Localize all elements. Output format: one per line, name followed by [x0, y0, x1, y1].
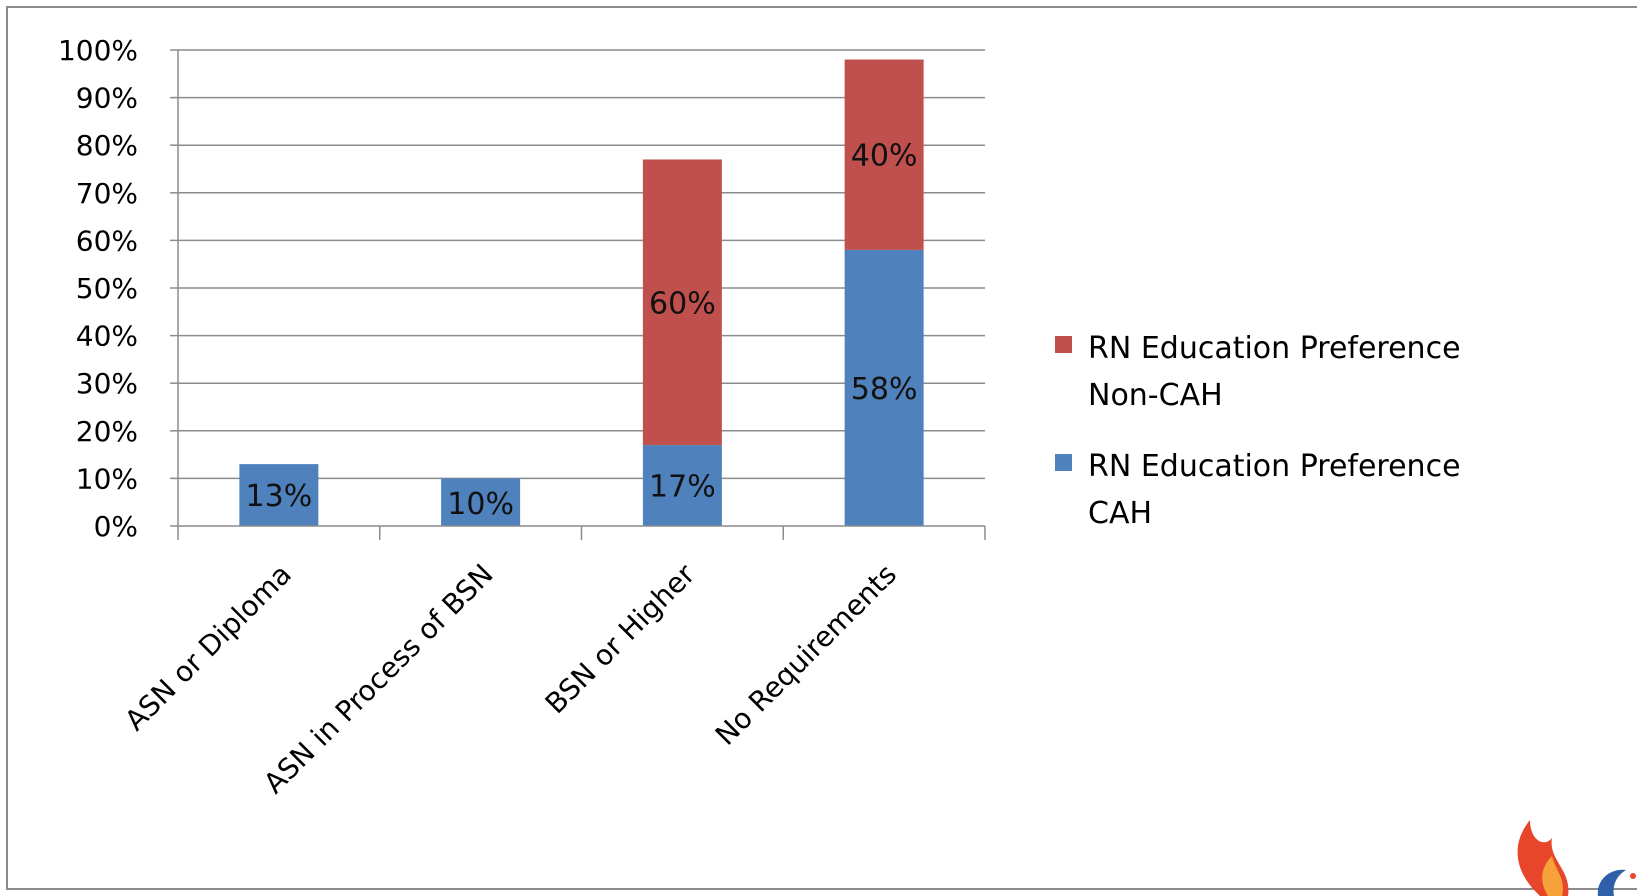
legend-label: CAH [1088, 496, 1152, 531]
data-label: 13% [246, 479, 313, 514]
x-category-label: No Requirements [709, 558, 903, 752]
y-tick-label: 10% [76, 462, 138, 495]
bar-segment-cah [844, 249, 924, 527]
legend-item: RN Education Preference CAH [1055, 449, 1461, 531]
data-label: 58% [851, 372, 918, 407]
bar-segment-cah [239, 464, 319, 526]
y-tick-label: 30% [76, 367, 138, 400]
bar-segment-cah [642, 445, 722, 526]
legend-label: Non-CAH [1088, 378, 1223, 413]
y-tick-label: 40% [76, 320, 138, 353]
bars [239, 59, 924, 527]
legend-item: RN Education Preference Non-CAH [1055, 331, 1461, 413]
flame-logo-icon [1517, 820, 1636, 896]
data-labels: 13% 10% 17% 60% 58% 40% [246, 139, 918, 522]
data-label: 17% [649, 470, 716, 505]
x-category-label: BSN or Higher [539, 557, 702, 720]
data-label: 40% [851, 139, 918, 174]
data-label: 10% [447, 487, 514, 522]
bar-segment-cah [441, 478, 521, 526]
data-label: 60% [649, 286, 716, 321]
bar-segment-non-cah [844, 59, 924, 250]
y-tick-label: 0% [94, 510, 138, 543]
y-tick-label: 60% [76, 224, 138, 257]
y-tick-label: 50% [76, 272, 138, 305]
y-tick-label: 90% [76, 82, 138, 115]
y-tick-label: 80% [76, 129, 138, 162]
y-tick-label: 70% [76, 177, 138, 210]
legend-label: RN Education Preference [1088, 331, 1461, 366]
x-category-label: ASN in Process of BSN [257, 558, 499, 800]
legend-swatch [1055, 454, 1072, 471]
legend-label: RN Education Preference [1088, 449, 1461, 484]
bar-segment-non-cah [642, 159, 722, 446]
legend-swatch [1055, 336, 1072, 353]
x-category-label: ASN or Diploma [118, 558, 297, 737]
y-tick-label: 100% [58, 34, 138, 67]
y-tick-label: 20% [76, 415, 138, 448]
chart-frame [6, 6, 1637, 890]
